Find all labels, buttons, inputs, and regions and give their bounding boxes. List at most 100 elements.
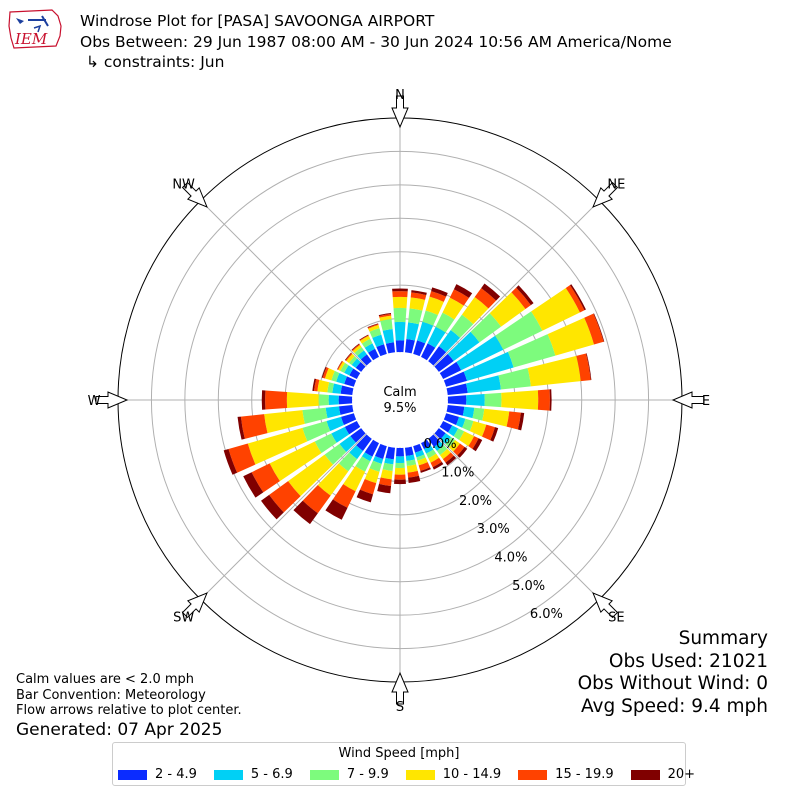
flow-arrows bbox=[95, 95, 705, 705]
bar-0deg-bin-2 bbox=[393, 307, 407, 323]
title-line-1: Windrose Plot for [PASA] SAVOONGA AIRPOR… bbox=[80, 12, 435, 30]
bar-290deg-bin-4 bbox=[322, 367, 329, 379]
chart-title: Windrose Plot for [PASA] SAVOONGA AIRPOR… bbox=[80, 11, 672, 73]
bar-80deg-bin-3 bbox=[527, 355, 581, 387]
bar-320deg-bin-5 bbox=[351, 343, 360, 351]
bar-160deg-bin-5 bbox=[420, 467, 431, 473]
bar-270deg-bin-5 bbox=[261, 390, 266, 410]
compass-label-n: N bbox=[395, 88, 405, 103]
speed-legend: Wind Speed [mph] 2 - 4.9 5 - 6.9 7 - 9.9 10… bbox=[112, 742, 695, 786]
bar-330deg-bin-5 bbox=[359, 334, 369, 341]
bar-80deg-bin-5 bbox=[586, 353, 592, 381]
compass-label-s: S bbox=[396, 700, 404, 715]
bar-90deg-bin-1 bbox=[466, 394, 485, 406]
bar-240deg-bin-1 bbox=[331, 426, 350, 443]
bar-160deg-bin-2 bbox=[416, 454, 426, 461]
bar-250deg-bin-2 bbox=[302, 420, 331, 442]
bar-230deg-bin-4 bbox=[269, 481, 301, 513]
bar-240deg-bin-2 bbox=[314, 433, 337, 454]
bar-150deg-bin-2 bbox=[426, 449, 437, 459]
legend-label-5: 20+ bbox=[667, 767, 696, 782]
bar-140deg-bin-0 bbox=[428, 434, 441, 447]
bar-40deg-bin-2 bbox=[450, 314, 474, 338]
summary-title: Summary bbox=[678, 628, 768, 649]
bar-70deg-bin-1 bbox=[463, 351, 514, 381]
bar-290deg-bin-3 bbox=[324, 368, 335, 381]
bar-220deg-bin-3 bbox=[317, 463, 349, 496]
bar-190deg-bin-3 bbox=[380, 469, 393, 480]
bar-30deg-bin-5 bbox=[453, 284, 473, 298]
bar-250deg-bin-5 bbox=[223, 449, 238, 475]
bar-150deg-bin-5 bbox=[432, 461, 444, 470]
radial-tick-label-4: 4.0% bbox=[494, 550, 527, 565]
bar-260deg-bin-0 bbox=[338, 404, 354, 415]
logo-text: IEM bbox=[15, 30, 48, 48]
flow-arrow-se bbox=[592, 592, 619, 619]
bar-170deg-bin-0 bbox=[404, 446, 414, 457]
bar-220deg-bin-4 bbox=[302, 484, 331, 514]
summary-obs-without-wind: Obs Without Wind: 0 bbox=[577, 673, 768, 694]
bar-250deg-bin-4 bbox=[228, 443, 256, 473]
windrose-bars bbox=[223, 283, 605, 525]
bar-100deg-bin-1 bbox=[462, 406, 475, 419]
bar-300deg-bin-4 bbox=[337, 360, 344, 370]
bar-330deg-bin-1 bbox=[364, 343, 376, 353]
bar-190deg-bin-0 bbox=[385, 446, 396, 460]
bar-0deg-bin-5 bbox=[392, 288, 408, 292]
legend-item-2: 7 - 9.9 bbox=[309, 767, 389, 782]
bar-220deg-bin-5 bbox=[293, 500, 318, 525]
bar-70deg-bin-0 bbox=[443, 371, 468, 387]
bar-310deg-bin-2 bbox=[348, 356, 358, 365]
bar-190deg-bin-4 bbox=[379, 477, 392, 486]
bar-10deg-bin-1 bbox=[406, 322, 419, 341]
flow-arrow-sw bbox=[181, 592, 208, 619]
bar-130deg-bin-2 bbox=[445, 437, 456, 448]
summary-obs-used: Obs Used: 21021 bbox=[608, 650, 768, 672]
bar-340deg-bin-1 bbox=[372, 334, 385, 348]
bar-100deg-bin-2 bbox=[472, 407, 485, 421]
bar-50deg-bin-0 bbox=[434, 353, 454, 372]
bar-20deg-bin-4 bbox=[429, 291, 447, 302]
bar-170deg-bin-5 bbox=[408, 475, 421, 483]
compass-labels: N NE E SE S SW W NW bbox=[88, 88, 711, 715]
bar-340deg-bin-2 bbox=[369, 328, 382, 338]
bar-150deg-bin-3 bbox=[428, 453, 440, 463]
bar-130deg-bin-1 bbox=[440, 433, 452, 444]
bar-260deg-bin-4 bbox=[240, 414, 268, 439]
bar-90deg-bin-4 bbox=[537, 389, 550, 411]
bar-140deg-bin-1 bbox=[434, 441, 444, 452]
bar-320deg-bin-1 bbox=[357, 350, 367, 360]
bar-10deg-bin-4 bbox=[410, 292, 427, 300]
bar-340deg-bin-0 bbox=[376, 344, 387, 357]
bar-180deg-bin-4 bbox=[394, 474, 406, 480]
bar-120deg-bin-2 bbox=[453, 428, 465, 440]
bar-110deg-bin-5 bbox=[490, 427, 499, 442]
bar-200deg-bin-1 bbox=[372, 456, 384, 464]
legend-swatch-5 bbox=[630, 769, 660, 780]
bar-170deg-bin-2 bbox=[406, 459, 417, 467]
bar-100deg-bin-0 bbox=[446, 404, 465, 416]
bar-210deg-bin-5 bbox=[325, 499, 348, 520]
bar-350deg-bin-2 bbox=[380, 319, 393, 331]
bar-30deg-bin-3 bbox=[442, 297, 464, 320]
bar-160deg-bin-4 bbox=[418, 462, 431, 471]
compass-label-nw: NW bbox=[172, 178, 195, 193]
bar-260deg-bin-5 bbox=[237, 416, 245, 440]
flow-arrow-e bbox=[671, 391, 705, 409]
bar-60deg-bin-0 bbox=[439, 361, 462, 379]
legend-swatch-1 bbox=[213, 769, 243, 780]
bar-20deg-bin-0 bbox=[413, 340, 426, 357]
bar-120deg-bin-0 bbox=[439, 421, 453, 433]
bar-160deg-bin-1 bbox=[415, 449, 425, 458]
summary-avg-speed: Avg Speed: 9.4 mph bbox=[580, 695, 768, 717]
bar-150deg-bin-0 bbox=[421, 439, 431, 450]
compass-label-w: W bbox=[88, 394, 101, 409]
calm-disc bbox=[352, 352, 448, 448]
bar-60deg-bin-5 bbox=[569, 284, 586, 311]
bar-210deg-bin-3 bbox=[343, 466, 366, 492]
bar-260deg-bin-3 bbox=[264, 410, 305, 434]
bar-280deg-bin-2 bbox=[327, 382, 334, 393]
bar-170deg-bin-4 bbox=[407, 470, 419, 478]
bar-90deg-bin-3 bbox=[501, 390, 539, 410]
bar-110deg-bin-1 bbox=[456, 416, 466, 428]
